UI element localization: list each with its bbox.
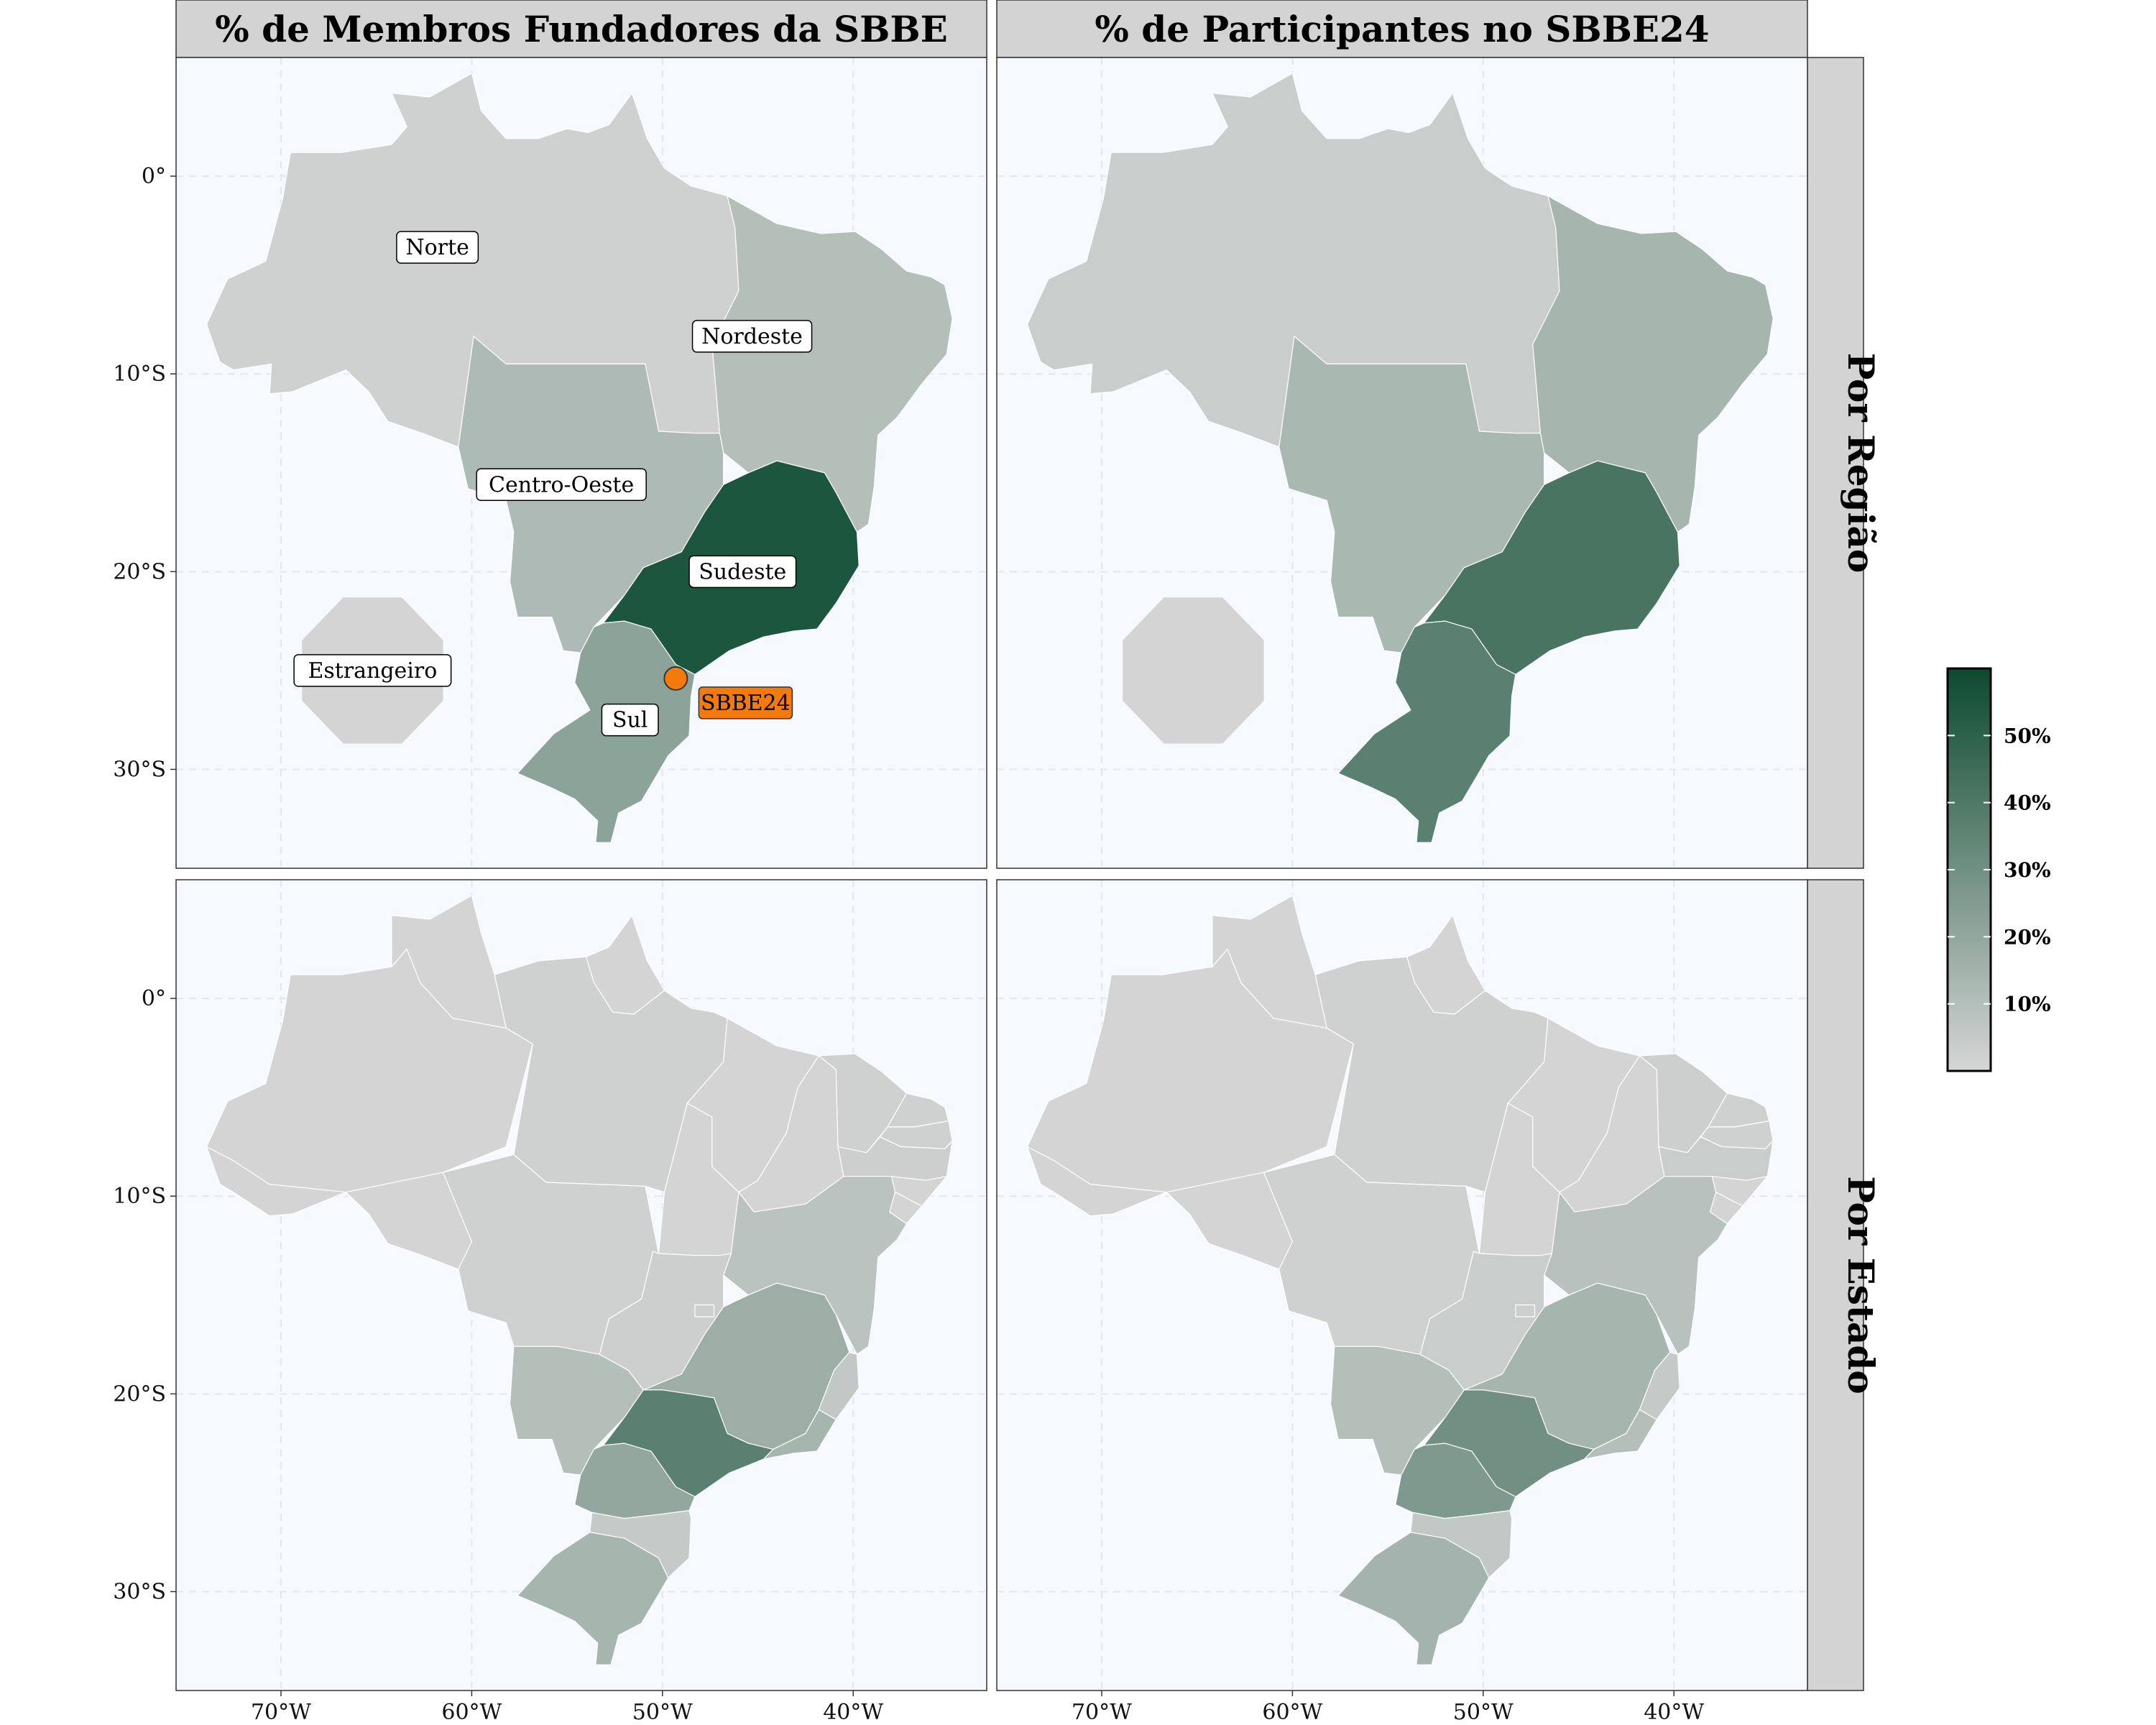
label-text: Norte	[405, 235, 469, 260]
x-tick-label: 50°W	[1453, 1700, 1514, 1725]
column-strips: % de Membros Fundadores da SBBE % de Par…	[175, 0, 1808, 58]
panel-fundadores-estado	[175, 879, 987, 1691]
x-axis-right: 70°W 60°W 50°W 40°W	[1072, 1690, 1704, 1725]
sbbe24-marker: SBBE24	[663, 666, 793, 719]
y-axis-top: 0° 10°S 20°S 30°S	[113, 164, 176, 782]
region-label-sudeste: Sudeste	[688, 555, 797, 589]
region-label-sul: Sul	[601, 703, 659, 737]
x-tick-label: 40°W	[1644, 1700, 1704, 1725]
event-label-box	[698, 686, 793, 719]
strip-col-2	[996, 0, 1808, 58]
state-ba	[1544, 1176, 1728, 1355]
panel-participantes-regiao	[996, 57, 1808, 869]
region-norte	[1026, 73, 1560, 448]
y-tick-label: 0°	[142, 986, 166, 1011]
state-rs	[517, 1532, 669, 1665]
event-location-dot	[663, 666, 688, 691]
label-text: Sul	[612, 708, 648, 733]
legend-tick-label: 30%	[2004, 858, 2051, 882]
row-title-2: Por Estado	[1840, 1176, 1882, 1394]
state-rs	[1337, 1532, 1490, 1665]
row-strips: Por Região Por Estado	[1807, 57, 1882, 1691]
region-label-centro-oeste: Centro-Oeste	[476, 468, 647, 502]
y-tick-label: 30°S	[113, 757, 166, 782]
label-text: Centro-Oeste	[489, 472, 634, 497]
region-sul	[1337, 620, 1516, 843]
label-box	[688, 555, 797, 589]
region-label-nordeste: Nordeste	[691, 320, 813, 353]
legend-tick-label: 40%	[2004, 791, 2051, 815]
y-tick-label: 0°	[142, 164, 166, 189]
panel-border	[175, 879, 987, 1691]
strip-col-1	[175, 0, 987, 58]
region-label-estrangeiro: Estrangeiro	[293, 654, 452, 687]
region-estrangeiro	[1123, 597, 1264, 744]
colorbar-legend: 10% 20% 30% 40% 50%	[1946, 667, 2051, 1072]
y-tick-label: 20°S	[113, 1381, 166, 1407]
y-tick-label: 10°S	[113, 362, 166, 387]
strip-row-2	[1807, 879, 1864, 1691]
panel-fundadores-regiao: Norte Nordeste Centro-Oeste Sudeste Sul Estra…	[175, 57, 987, 869]
label-box	[293, 654, 452, 687]
x-tick-label: 50°W	[632, 1700, 693, 1725]
event-label: SBBE24	[701, 691, 791, 716]
panel-border	[996, 879, 1808, 1691]
y-tick-label: 10°S	[113, 1184, 166, 1209]
state-ac	[206, 1146, 346, 1217]
label-text: Nordeste	[701, 324, 803, 349]
label-text: Sudeste	[699, 559, 786, 584]
panel-border	[996, 57, 1808, 869]
row-title-1: Por Região	[1840, 353, 1882, 573]
label-box	[601, 703, 659, 737]
label-box	[476, 468, 647, 502]
state-ba	[723, 1176, 908, 1355]
col-title-1: % de Membros Fundadores da SBBE	[215, 8, 948, 50]
x-tick-label: 70°W	[1072, 1700, 1132, 1725]
label-box	[691, 320, 813, 353]
panel-border	[175, 57, 987, 869]
state-ac	[1026, 1146, 1167, 1217]
label-text: Estrangeiro	[308, 658, 437, 684]
x-axis-left: 70°W 60°W 50°W 40°W	[251, 1690, 883, 1725]
label-box	[396, 231, 479, 264]
x-tick-label: 60°W	[1262, 1700, 1322, 1725]
x-tick-label: 60°W	[441, 1700, 502, 1725]
state-df	[694, 1304, 715, 1317]
x-tick-label: 70°W	[251, 1700, 311, 1725]
y-tick-label: 30°S	[113, 1579, 166, 1604]
legend-tick-label: 50%	[2004, 724, 2051, 748]
region-label-norte: Norte	[396, 231, 479, 264]
y-tick-label: 20°S	[113, 559, 166, 584]
panel-participantes-estado	[996, 879, 1808, 1691]
col-title-2: % de Participantes no SBBE24	[1095, 8, 1709, 50]
legend-tick-label: 20%	[2004, 925, 2051, 949]
y-axis-bottom: 0° 10°S 20°S 30°S	[113, 986, 176, 1604]
legend-tick-label: 10%	[2004, 993, 2051, 1016]
state-df	[1515, 1304, 1536, 1317]
x-tick-label: 40°W	[823, 1700, 883, 1725]
